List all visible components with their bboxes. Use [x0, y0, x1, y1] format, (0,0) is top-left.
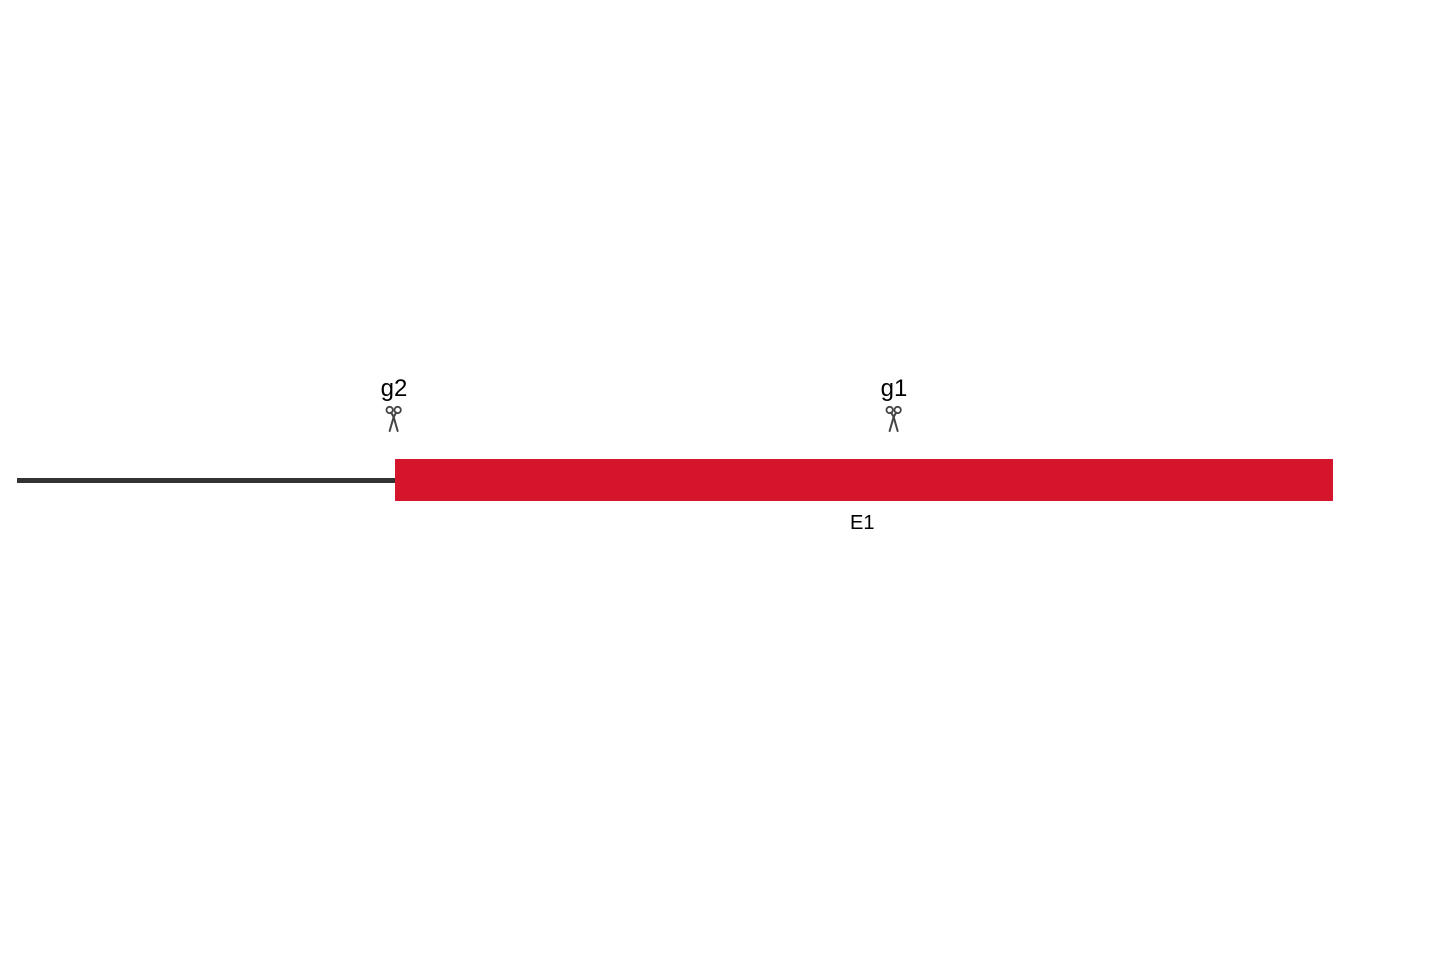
intron-line — [17, 478, 397, 483]
guide-label-g2: g2 — [381, 375, 408, 403]
scissors-icon — [882, 405, 906, 433]
scissors-icon — [382, 405, 406, 433]
guide-marker-g2: g2 — [381, 375, 408, 433]
guide-marker-g1: g1 — [881, 375, 908, 433]
exon-e1 — [395, 459, 1333, 501]
gene-diagram: E1 g2 g1 — [0, 0, 1440, 960]
exon-label-e1: E1 — [850, 512, 874, 535]
guide-label-g1: g1 — [881, 375, 908, 403]
